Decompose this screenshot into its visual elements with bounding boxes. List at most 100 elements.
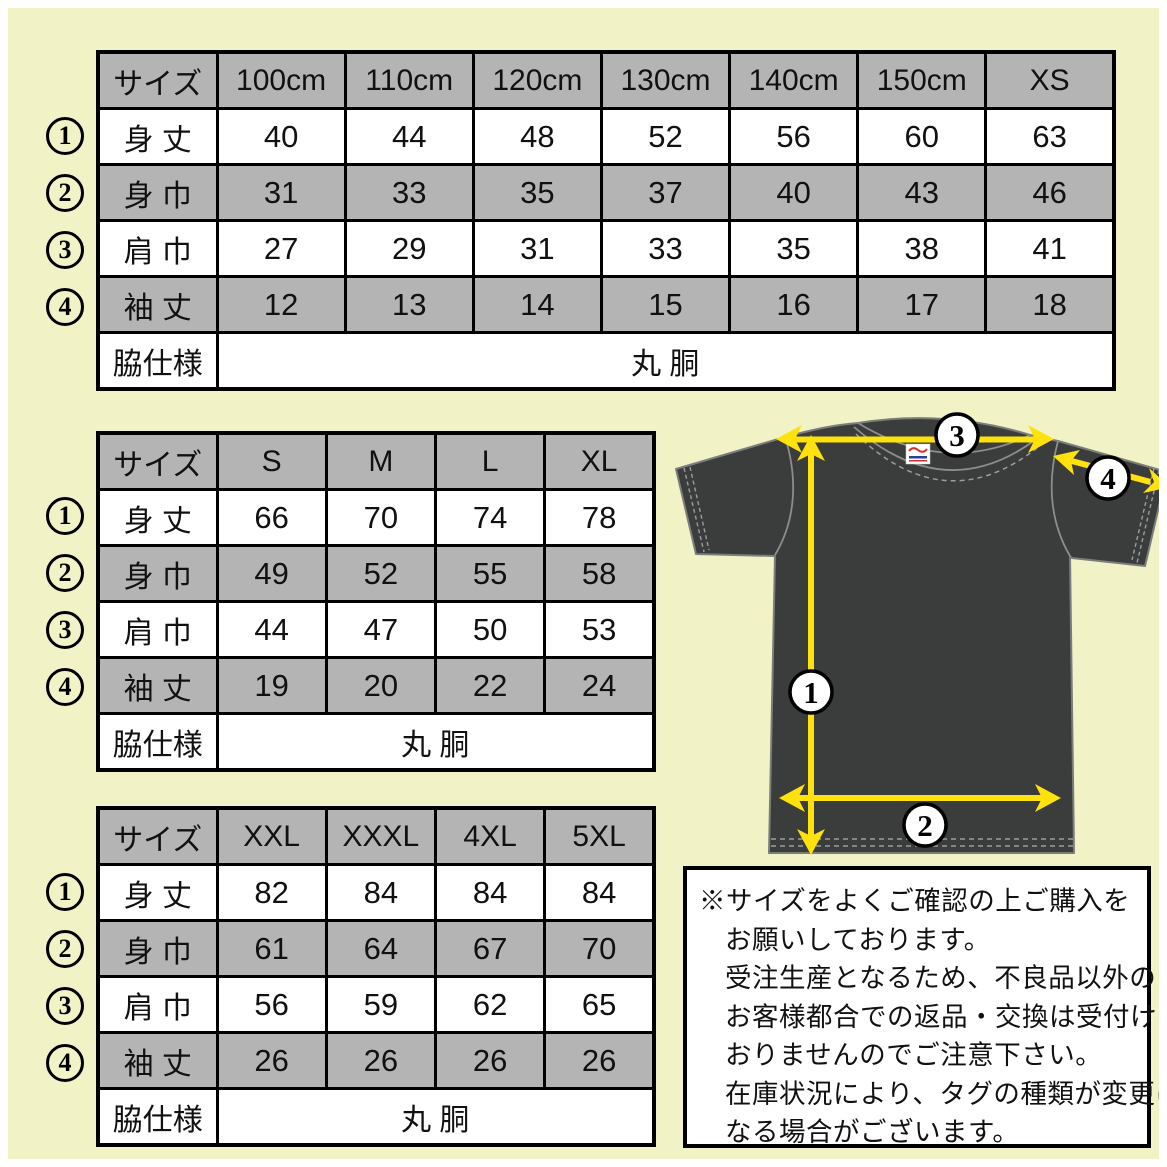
arrow-body-width [779, 784, 1061, 812]
notice-line: ※サイズをよくご確認の上ご購入を [699, 886, 1131, 916]
size-value-cell: 24 [543, 656, 656, 715]
size-value-cell: 13 [343, 275, 475, 334]
size-col-header: S [215, 431, 328, 491]
size-value-cell: 22 [433, 656, 547, 715]
size-value-cell: 43 [856, 163, 988, 222]
size-col-header: 4XL [433, 806, 547, 866]
size-table-kids: サイズ 100cm 110cm 120cm 130cm 140cm 150cm XS 身 丈 40… [96, 50, 1116, 391]
size-value-cell: 37 [599, 163, 732, 222]
size-value-cell: 61 [215, 919, 328, 978]
diagram-label-4: 4 [1085, 455, 1131, 501]
size-header-label: サイズ [96, 806, 219, 866]
size-value-cell: 31 [215, 163, 347, 222]
size-value-cell: 20 [324, 656, 438, 715]
size-table: サイズ 100cm 110cm 120cm 130cm 140cm 150cm XS 身 丈 40… [96, 50, 1116, 391]
size-value-cell: 26 [543, 1031, 656, 1090]
size-value-cell: 12 [215, 275, 347, 334]
size-value-cell: 50 [433, 600, 547, 659]
size-col-header: 5XL [543, 806, 656, 866]
size-col-header: 100cm [215, 50, 347, 110]
size-value-cell: 53 [543, 600, 656, 659]
side-spec-value: 丸 胴 [215, 712, 656, 772]
size-col-header: 110cm [343, 50, 475, 110]
size-value-cell: 70 [543, 919, 656, 978]
left-armhole-seam [774, 436, 795, 556]
size-value-cell: 41 [984, 219, 1116, 278]
notice-line: 在庫状況により、タグの種類が変更に [725, 1078, 1167, 1109]
collar-outer-edge [853, 426, 1036, 471]
measure-row-label: 身 丈 [96, 488, 219, 547]
size-value-cell: 16 [728, 275, 860, 334]
size-value-cell: 18 [984, 275, 1116, 334]
measure-row-label: 身 巾 [96, 163, 219, 222]
arrow-shoulder-width [776, 425, 1054, 453]
size-value-cell: 49 [215, 544, 328, 603]
row-marker-1: 1 [46, 497, 84, 535]
arrow-body-length [797, 435, 825, 855]
size-value-cell: 56 [215, 975, 328, 1034]
svg-text:2: 2 [917, 808, 933, 843]
size-value-cell: 56 [728, 107, 860, 166]
row-marker-4: 4 [46, 288, 84, 326]
size-col-header: L [433, 431, 547, 491]
diagram-label-3: 3 [934, 412, 980, 458]
row-marker-3: 3 [46, 231, 84, 269]
size-value-cell: 38 [856, 219, 988, 278]
size-value-cell: 31 [471, 219, 603, 278]
size-value-cell: 55 [433, 544, 547, 603]
size-value-cell: 58 [543, 544, 656, 603]
size-col-header: 120cm [471, 50, 603, 110]
measure-row-label: 身 丈 [96, 863, 219, 922]
size-table-big: サイズ XXL XXXL 4XL 5XL 身 丈 82 84 84 84 身 巾 61 64 67 70 肩 … [96, 806, 656, 1147]
size-header-label: サイズ [96, 50, 219, 110]
row-marker-3: 3 [46, 611, 84, 649]
size-value-cell: 52 [324, 544, 438, 603]
diagram-label-1: 1 [788, 669, 834, 715]
measure-row-label: 袖 丈 [96, 1031, 219, 1090]
right-armhole-seam [1050, 440, 1071, 557]
notice-line: お願いしております。 [725, 924, 991, 955]
size-value-cell: 33 [599, 219, 732, 278]
left-cuff-stitch [683, 466, 710, 553]
size-value-cell: 66 [215, 488, 328, 547]
size-value-cell: 17 [856, 275, 988, 334]
size-value-cell: 19 [215, 656, 328, 715]
size-col-header: XXXL [324, 806, 438, 866]
diagram-label-2: 2 [902, 802, 948, 848]
size-header-label: サイズ [96, 431, 219, 491]
size-value-cell: 65 [543, 975, 656, 1034]
notice-line: なる場合がございます。 [725, 1117, 1020, 1147]
row-marker-2: 2 [46, 554, 84, 592]
row-marker-4: 4 [46, 668, 84, 706]
size-value-cell: 47 [324, 600, 438, 659]
row-marker-2: 2 [46, 930, 84, 968]
size-value-cell: 82 [215, 863, 328, 922]
size-table: サイズ S M L XL 身 丈 66 70 74 78 身 巾 49 52 55 58 肩 巾 44 47 50 5… [96, 431, 656, 772]
size-value-cell: 84 [324, 863, 438, 922]
size-value-cell: 67 [433, 919, 547, 978]
notice-line: おりませんのでご注意下さい。 [725, 1040, 1103, 1070]
measure-row-label: 肩 巾 [96, 600, 219, 659]
svg-text:1: 1 [803, 675, 819, 710]
size-value-cell: 26 [433, 1031, 547, 1090]
size-col-header: XL [543, 431, 656, 491]
size-table: サイズ XXL XXXL 4XL 5XL 身 丈 82 84 84 84 身 巾 61 64 67 70 肩 … [96, 806, 656, 1147]
size-value-cell: 70 [324, 488, 438, 547]
size-value-cell: 27 [215, 219, 347, 278]
measure-row-label: 袖 丈 [96, 656, 219, 715]
size-value-cell: 35 [471, 163, 603, 222]
size-value-cell: 52 [599, 107, 732, 166]
collar-stitch [855, 433, 1038, 482]
size-value-cell: 46 [984, 163, 1116, 222]
measure-row-label: 肩 巾 [96, 219, 219, 278]
size-col-header: XS [984, 50, 1116, 110]
size-value-cell: 62 [433, 975, 547, 1034]
t-shirt-diagram: 1 2 3 4 [675, 412, 1159, 855]
size-value-cell: 35 [728, 219, 860, 278]
notice-line: 受注生産となるため、不良品以外の [725, 963, 1157, 993]
measure-row-label: 袖 丈 [96, 275, 219, 334]
size-value-cell: 60 [856, 107, 988, 166]
row-marker-3: 3 [46, 987, 84, 1025]
row-marker-1: 1 [46, 873, 84, 911]
